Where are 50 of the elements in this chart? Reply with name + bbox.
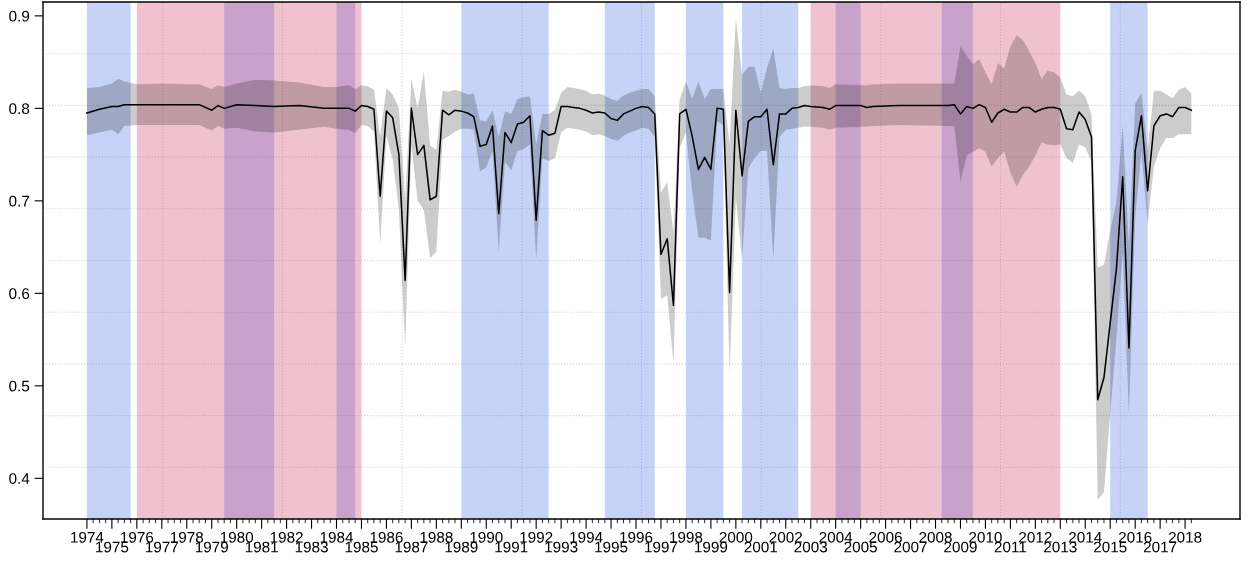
x2-tick-label: 2017 [1143,541,1177,553]
x-tick-label: 1994 [570,531,603,543]
y-tick-label: 0.8 [9,103,30,115]
x-tick-label: 2012 [1019,531,1052,543]
x2-tick-label: 1985 [345,541,378,553]
x-tick-label: 1978 [170,531,204,543]
x2-tick-label: 1983 [295,541,328,553]
x2-tick-label: 1999 [695,541,728,553]
x2-tick-label: 1989 [445,541,478,553]
x2-tick-label: 1987 [395,541,428,553]
y-tick-label: 0.5 [9,380,30,392]
x-tick-label: 1988 [420,531,453,543]
x2-tick-label: 2003 [794,541,828,553]
x-tick-label: 1982 [270,531,303,543]
x-tick-label: 2008 [919,531,952,543]
x2-tick-label: 1979 [195,541,228,553]
x2-tick-label: 2011 [994,541,1027,553]
x-tick-label: 2004 [819,531,853,543]
line-series [86,103,1193,401]
y-tick-label: 0.7 [9,195,30,207]
x-tick-label: 1990 [470,531,503,543]
x2-tick-label: 1991 [495,541,528,553]
x-tick-label: 1980 [220,531,254,543]
x-tick-label: 2018 [1168,531,1202,543]
x-tick-label: 1986 [370,531,403,543]
x-tick-label: 2014 [1069,531,1102,543]
x2-tick-label: 2015 [1093,541,1127,553]
x2-tick-label: 2005 [844,541,877,553]
x-tick-label: 1992 [520,531,553,543]
x2-tick-label: 1975 [96,541,129,553]
x2-tick-label: 2013 [1044,541,1077,553]
x-tick-label: 2000 [719,531,753,543]
x-tick-label: 2002 [769,531,802,543]
x2-tick-label: 2007 [894,541,927,553]
x2-tick-label: 1997 [645,541,678,553]
x2-tick-label: 1995 [595,541,628,553]
x-tick-label: 1996 [620,531,653,543]
x-tick-label: 1998 [670,531,703,543]
x-tick-label: 2010 [969,531,1002,543]
x-tick-label: 2006 [869,531,902,543]
x2-tick-label: 1993 [545,541,578,553]
y-tick-label: 0.9 [9,10,30,22]
y-tick-label: 0.6 [9,288,30,300]
x2-tick-label: 2009 [944,541,977,553]
x2-tick-label: 1981 [245,541,278,553]
x-tick-label: 1984 [320,531,354,543]
x-tick-label: 1974 [71,531,104,543]
y-tick-label: 0.4 [9,473,30,484]
x2-tick-label: 1977 [145,541,179,553]
x2-tick-label: 2001 [744,541,778,553]
